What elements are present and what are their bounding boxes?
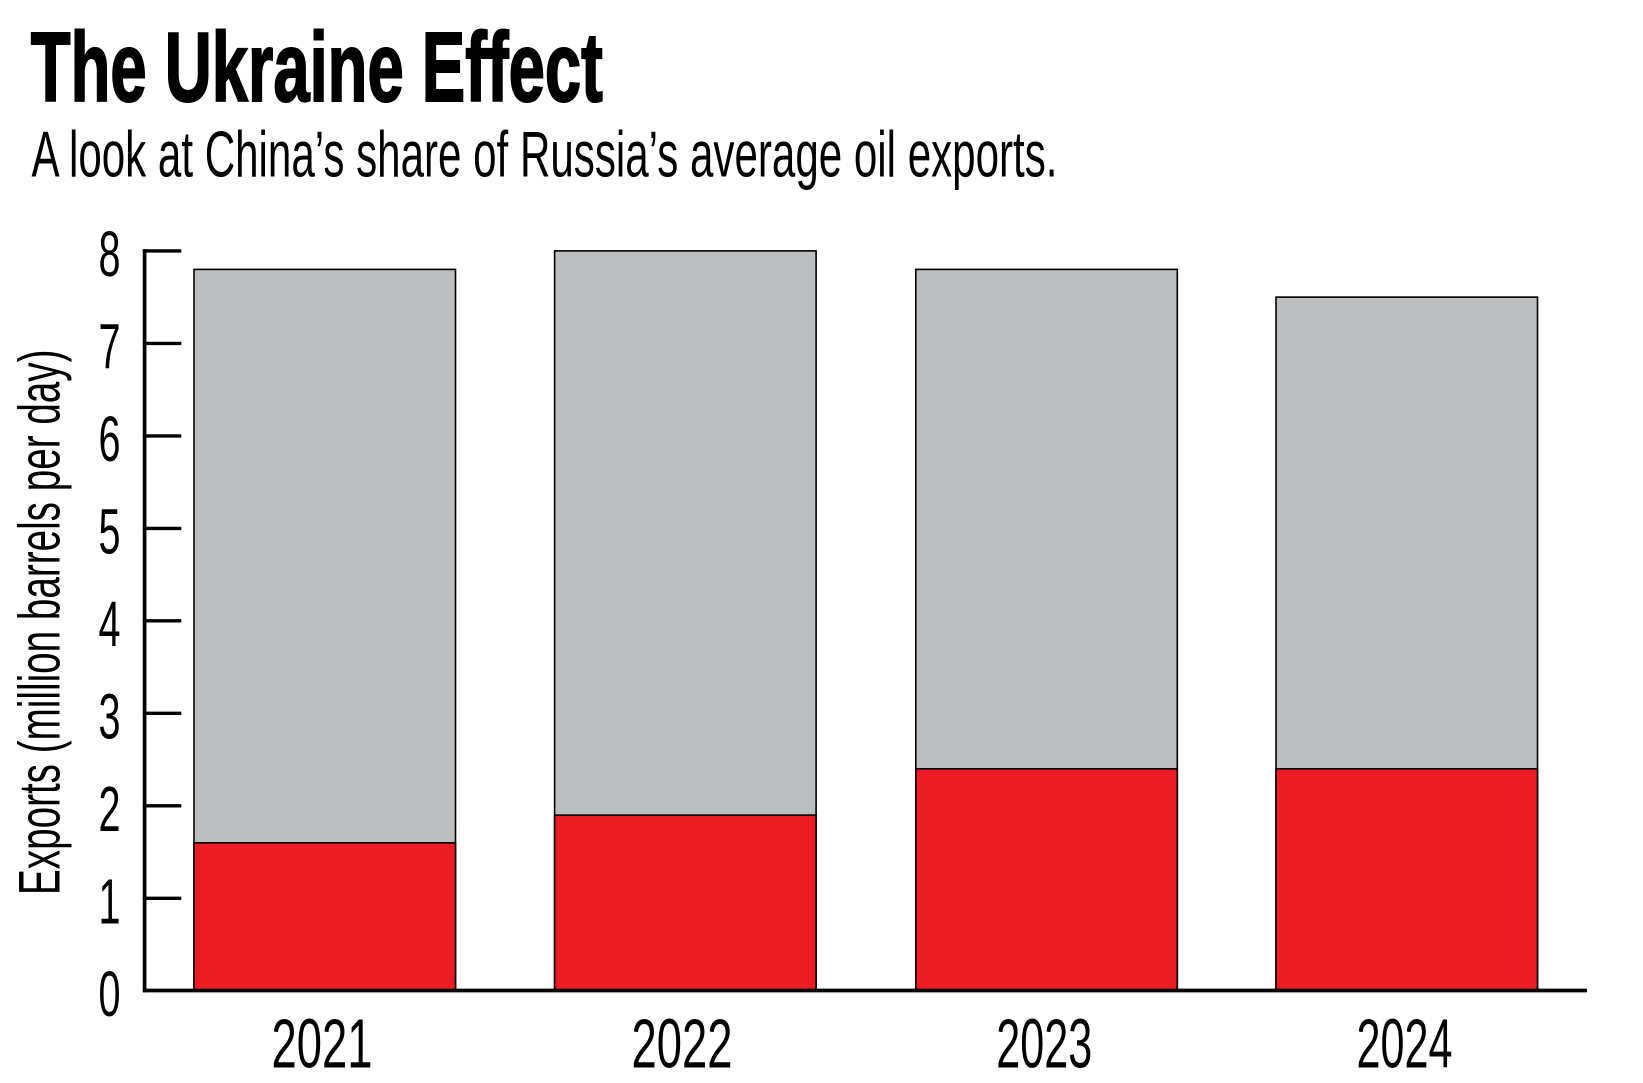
- svg-text:4: 4: [99, 588, 121, 660]
- svg-text:2021: 2021: [272, 1005, 373, 1083]
- svg-text:A look at China’s share of Rus: A look at China’s share of Russia’s aver…: [32, 119, 1058, 191]
- svg-text:0: 0: [99, 958, 121, 1030]
- svg-text:The Ukraine Effect: The Ukraine Effect: [31, 12, 603, 122]
- svg-text:8: 8: [99, 218, 121, 290]
- svg-text:2: 2: [99, 773, 121, 845]
- svg-text:2023: 2023: [996, 1005, 1092, 1083]
- svg-text:5: 5: [99, 495, 121, 567]
- svg-text:6: 6: [99, 403, 121, 475]
- svg-text:7: 7: [99, 310, 121, 382]
- svg-text:2024: 2024: [1357, 1005, 1453, 1083]
- svg-text:Exports (million barrels per d: Exports (million barrels per day): [8, 350, 73, 896]
- svg-text:3: 3: [99, 680, 121, 752]
- svg-text:2022: 2022: [632, 1005, 733, 1083]
- svg-text:1: 1: [99, 865, 121, 937]
